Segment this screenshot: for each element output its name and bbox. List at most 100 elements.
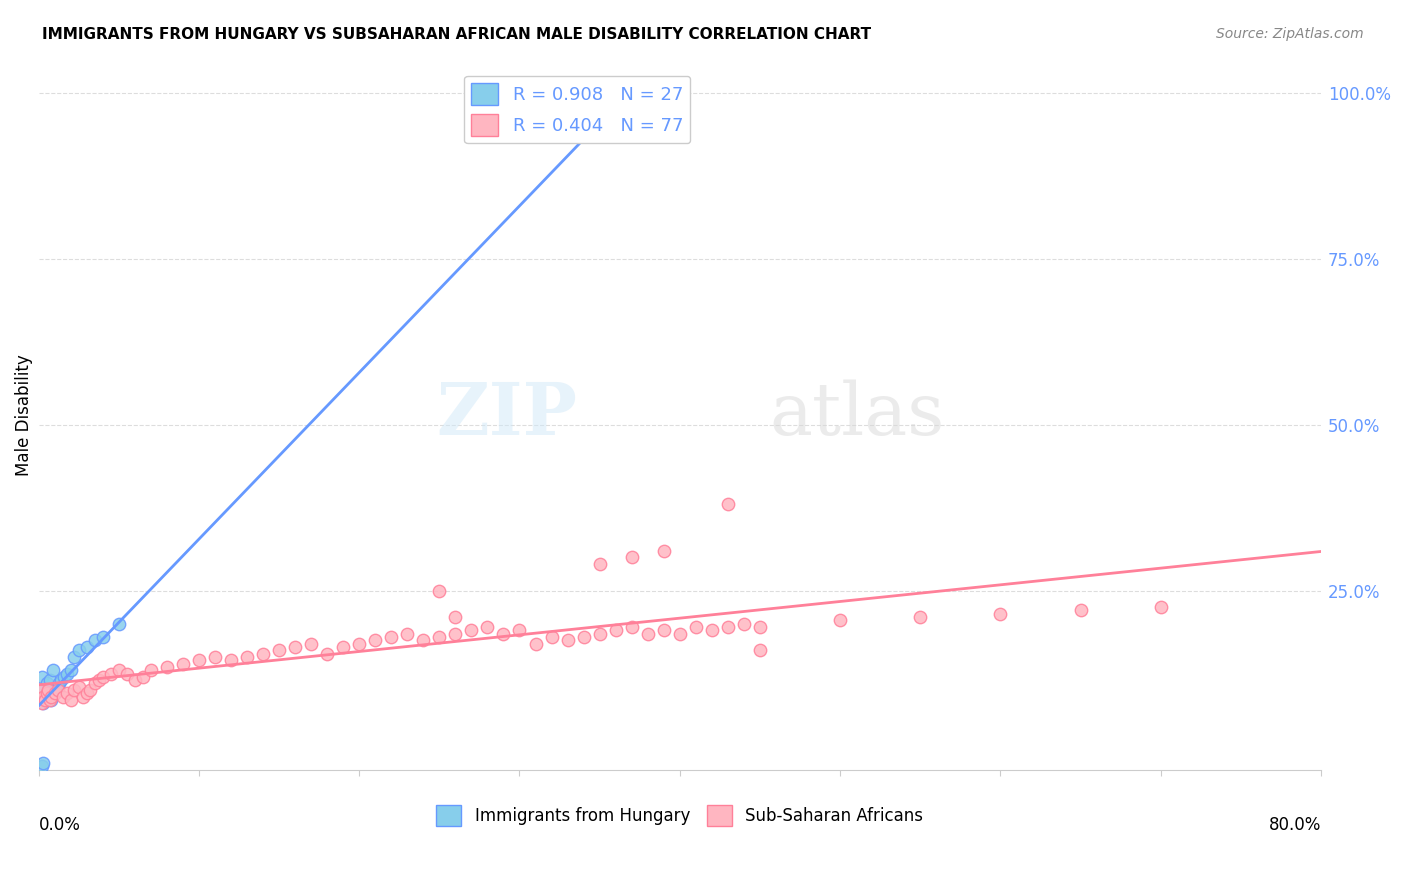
Point xyxy=(76,640,98,654)
Point xyxy=(83,633,105,648)
Point xyxy=(76,686,98,700)
Point xyxy=(30,683,52,698)
Point xyxy=(48,676,70,690)
Point xyxy=(477,620,499,634)
Point xyxy=(41,690,63,704)
Point xyxy=(524,637,547,651)
Point xyxy=(700,624,723,638)
Point xyxy=(299,637,322,651)
Point xyxy=(35,676,58,690)
Point xyxy=(37,686,59,700)
Point xyxy=(187,653,209,667)
Point xyxy=(652,624,675,638)
Point xyxy=(427,583,450,598)
Point xyxy=(427,630,450,644)
Point xyxy=(91,670,114,684)
Point xyxy=(557,633,579,648)
Point xyxy=(34,693,56,707)
Point xyxy=(107,663,129,677)
Point xyxy=(72,690,94,704)
Text: 0.0%: 0.0% xyxy=(38,816,80,834)
Point xyxy=(79,683,101,698)
Point xyxy=(236,649,259,664)
Point xyxy=(44,686,66,700)
Point xyxy=(717,620,740,634)
Point xyxy=(172,657,194,671)
Point xyxy=(37,683,59,698)
Point xyxy=(107,616,129,631)
Point xyxy=(717,497,740,511)
Point xyxy=(42,663,65,677)
Point xyxy=(830,614,852,628)
Point xyxy=(332,640,354,654)
Point xyxy=(492,626,515,640)
Point xyxy=(32,756,55,771)
Point xyxy=(669,626,692,640)
Point xyxy=(284,640,307,654)
Point xyxy=(89,673,111,688)
Point xyxy=(32,697,55,711)
Point xyxy=(460,624,482,638)
Point xyxy=(46,683,69,698)
Point xyxy=(56,686,79,700)
Point xyxy=(132,670,155,684)
Point xyxy=(83,676,105,690)
Point xyxy=(733,616,755,631)
Point xyxy=(49,673,72,688)
Text: ZIP: ZIP xyxy=(436,379,578,450)
Point xyxy=(41,693,63,707)
Point xyxy=(347,637,370,651)
Point xyxy=(620,86,643,100)
Point xyxy=(34,693,56,707)
Point xyxy=(31,670,53,684)
Point xyxy=(444,626,467,640)
Point xyxy=(572,630,595,644)
Point xyxy=(44,686,66,700)
Point xyxy=(67,643,90,657)
Point xyxy=(637,626,659,640)
Point xyxy=(115,666,138,681)
Point xyxy=(30,683,52,698)
Point xyxy=(124,673,146,688)
Point xyxy=(139,663,162,677)
Point xyxy=(63,649,86,664)
Point xyxy=(380,630,402,644)
Point xyxy=(1150,600,1173,615)
Point xyxy=(67,680,90,694)
Point xyxy=(46,680,69,694)
Point xyxy=(31,697,53,711)
Point xyxy=(267,643,290,657)
Text: Source: ZipAtlas.com: Source: ZipAtlas.com xyxy=(1216,27,1364,41)
Point xyxy=(32,690,55,704)
Point xyxy=(204,649,226,664)
Point xyxy=(53,670,76,684)
Point xyxy=(52,690,75,704)
Point xyxy=(444,610,467,624)
Point xyxy=(685,620,707,634)
Point xyxy=(38,693,60,707)
Point xyxy=(910,610,932,624)
Point xyxy=(56,666,79,681)
Point xyxy=(749,620,772,634)
Point xyxy=(620,550,643,565)
Point xyxy=(652,543,675,558)
Point xyxy=(31,759,53,773)
Text: 80.0%: 80.0% xyxy=(1268,816,1322,834)
Point xyxy=(59,693,82,707)
Point xyxy=(35,686,58,700)
Legend: Immigrants from Hungary, Sub-Saharan Africans: Immigrants from Hungary, Sub-Saharan Afr… xyxy=(430,798,929,832)
Point xyxy=(59,663,82,677)
Point xyxy=(63,683,86,698)
Point xyxy=(588,557,610,571)
Y-axis label: Male Disability: Male Disability xyxy=(15,354,32,475)
Point xyxy=(1070,603,1092,617)
Text: atlas: atlas xyxy=(769,379,945,450)
Point xyxy=(252,647,274,661)
Point xyxy=(540,630,562,644)
Point xyxy=(156,660,179,674)
Point xyxy=(38,673,60,688)
Point xyxy=(508,624,530,638)
Point xyxy=(620,620,643,634)
Point xyxy=(32,690,55,704)
Point xyxy=(412,633,434,648)
